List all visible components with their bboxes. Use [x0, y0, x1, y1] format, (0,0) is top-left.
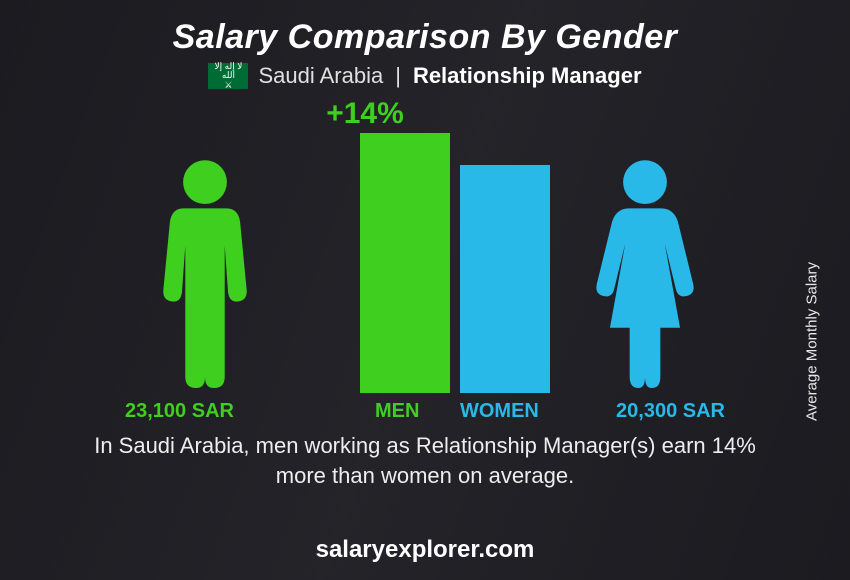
female-person-icon — [590, 158, 700, 393]
male-salary-value: 23,100 SAR — [125, 400, 234, 423]
site-credit: salaryexplorer.com — [0, 536, 850, 564]
flag-icon: لا إله إلا الله⚔ — [208, 63, 248, 89]
pct-difference-label: +14% — [305, 97, 425, 131]
female-bar-label: WOMEN — [460, 400, 539, 423]
flag-glyph: لا إله إلا الله⚔ — [208, 62, 248, 90]
infographic-container: Salary Comparison By Gender لا إله إلا ا… — [0, 0, 850, 580]
separator: | — [395, 63, 401, 89]
bar-female — [460, 165, 550, 393]
description-text: In Saudi Arabia, men working as Relation… — [30, 431, 820, 490]
female-salary-value: 20,300 SAR — [616, 400, 725, 423]
male-person-icon — [150, 158, 260, 393]
chart-area: +14% 23,100 SAR MEN — [30, 97, 820, 427]
yaxis-label: Average Monthly Salary — [804, 262, 821, 421]
page-title: Salary Comparison By Gender — [30, 18, 820, 57]
role-label: Relationship Manager — [413, 63, 642, 89]
bar-male — [360, 133, 450, 393]
country-label: Saudi Arabia — [258, 63, 383, 89]
male-bar-label: MEN — [375, 400, 419, 423]
axis-labels: 23,100 SAR MEN WOMEN 20,300 SAR — [30, 395, 820, 427]
subtitle-row: لا إله إلا الله⚔ Saudi Arabia | Relation… — [30, 63, 820, 89]
